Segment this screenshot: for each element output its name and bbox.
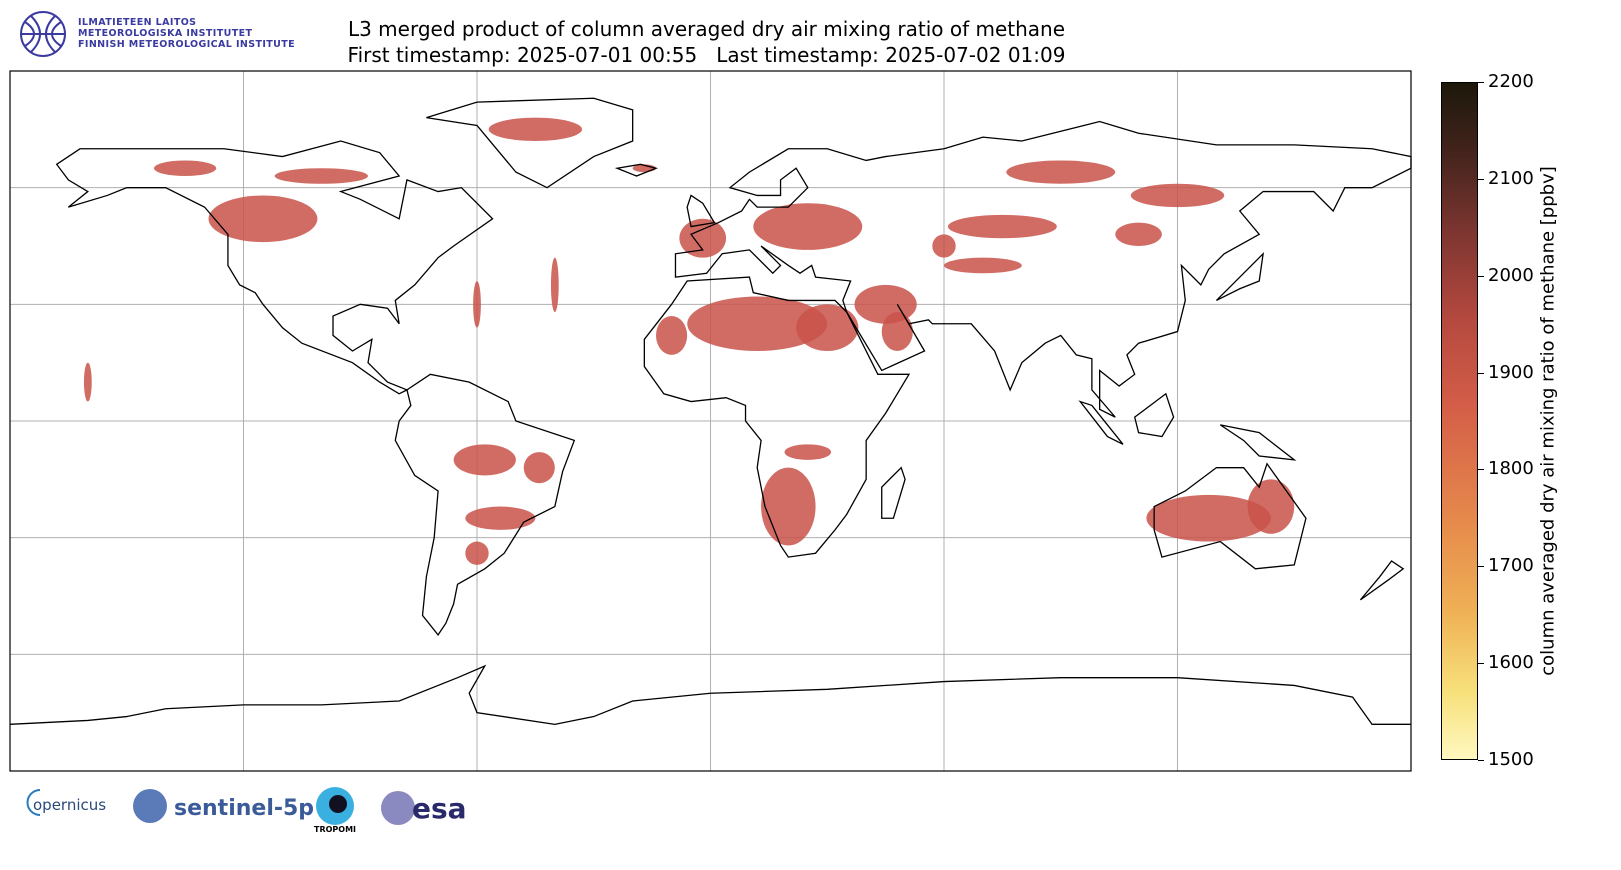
colorbar-tick [1478, 663, 1484, 665]
chart-title: L3 merged product of column averaged dry… [200, 16, 1213, 68]
methane-patch [944, 257, 1022, 274]
coastline-australia [1153, 462, 1307, 570]
institute-line: METEOROLOGISKA INSTITUTET [78, 28, 253, 39]
copernicus-logo: opernicus [26, 789, 106, 816]
methane-patch [488, 117, 583, 142]
institute-line: FINNISH METEOROLOGICAL INSTITUTE [78, 39, 296, 50]
coastline-sumatra [1078, 400, 1124, 445]
methane-patch [523, 452, 555, 484]
methane-patch [1115, 222, 1162, 247]
methane-patch [550, 257, 559, 313]
coastline-japan [1215, 251, 1265, 302]
esa-text: esa [412, 792, 467, 825]
colorbar-tick [1478, 760, 1484, 761]
colorbar-tick-label: 1800 [1488, 458, 1534, 480]
colorbar-tick [1478, 372, 1484, 374]
methane-patch [932, 234, 956, 258]
copernicus-text: opernicus [33, 796, 106, 814]
gridlines [10, 71, 1411, 771]
sentinel-logo: sentinel-5p [133, 789, 314, 823]
colorbar-tick [1478, 178, 1484, 180]
colorbar-tick-label: 1500 [1488, 749, 1534, 770]
methane-patch [784, 444, 832, 460]
methane-patch [465, 541, 489, 565]
esa-logo: esa [381, 791, 467, 825]
coastline-eurasia [674, 120, 1412, 418]
coastlines [9, 97, 1412, 725]
tropomi-text: TROPOMI [314, 825, 356, 834]
coastline-new-guinea [1219, 424, 1297, 461]
colorbar-tick-label: 2200 [1488, 71, 1534, 92]
map-frame [9, 70, 1412, 772]
methane-patch [1130, 183, 1225, 208]
methane-data [83, 117, 1295, 565]
coastline-africa [643, 276, 911, 558]
title-line-2: First timestamp: 2025-07-01 00:55 Last t… [347, 43, 1066, 67]
methane-patch [656, 315, 688, 355]
colorbar-tick [1478, 566, 1484, 568]
colorbar-tick [1478, 469, 1484, 471]
methane-patch [1146, 494, 1271, 542]
coastline-borneo [1133, 392, 1175, 438]
colorbar-tick-label: 1700 [1488, 555, 1534, 577]
coastline-madagascar [881, 466, 906, 519]
methane-patch [274, 168, 369, 184]
methane-patch [83, 362, 92, 402]
colorbar-tick [1478, 275, 1484, 277]
colorbar-tick-label: 1600 [1488, 652, 1534, 674]
title-line-1: L3 merged product of column averaged dry… [347, 17, 1066, 41]
methane-patch [881, 312, 913, 352]
methane-patch [465, 506, 536, 530]
methane-patch [453, 444, 516, 476]
coastline-antarctica [9, 664, 1411, 725]
methane-patch [753, 203, 863, 250]
tropomi-logo: TROPOMI [314, 787, 356, 834]
methane-patch [679, 218, 727, 258]
colorbar-label: column averaged dry air mixing ratio of … [1537, 166, 1559, 676]
methane-patch [796, 304, 859, 352]
coastline-new-zealand [1359, 560, 1405, 601]
institute-line: ILMATIETEEN LAITOS [78, 17, 197, 28]
colorbar-tick-label: 2100 [1488, 167, 1534, 189]
methane-patch [154, 160, 217, 177]
colorbar-tick-label: 1900 [1488, 361, 1534, 383]
coastline-greenland [426, 97, 634, 189]
coastline-uk [686, 194, 716, 228]
colorbar-tick [1478, 82, 1484, 83]
institute-name: ILMATIETEEN LAITOS METEOROLOGISKA INSTIT… [78, 17, 295, 50]
methane-patch [473, 280, 481, 328]
colorbar [1441, 82, 1478, 760]
methane-patch [1247, 479, 1295, 534]
methane-patch [947, 214, 1057, 239]
colorbar-tick-label: 2000 [1488, 264, 1534, 286]
coastline-north-america [55, 140, 494, 395]
coastline-iceland [614, 163, 659, 177]
methane-patch [761, 467, 816, 546]
methane-patch [1006, 160, 1116, 184]
fmi-logo [20, 11, 66, 57]
sentinel-text: sentinel-5p [174, 796, 314, 821]
coastline-south-america [394, 373, 576, 636]
methane-patch [687, 296, 828, 352]
methane-patch [208, 195, 318, 243]
